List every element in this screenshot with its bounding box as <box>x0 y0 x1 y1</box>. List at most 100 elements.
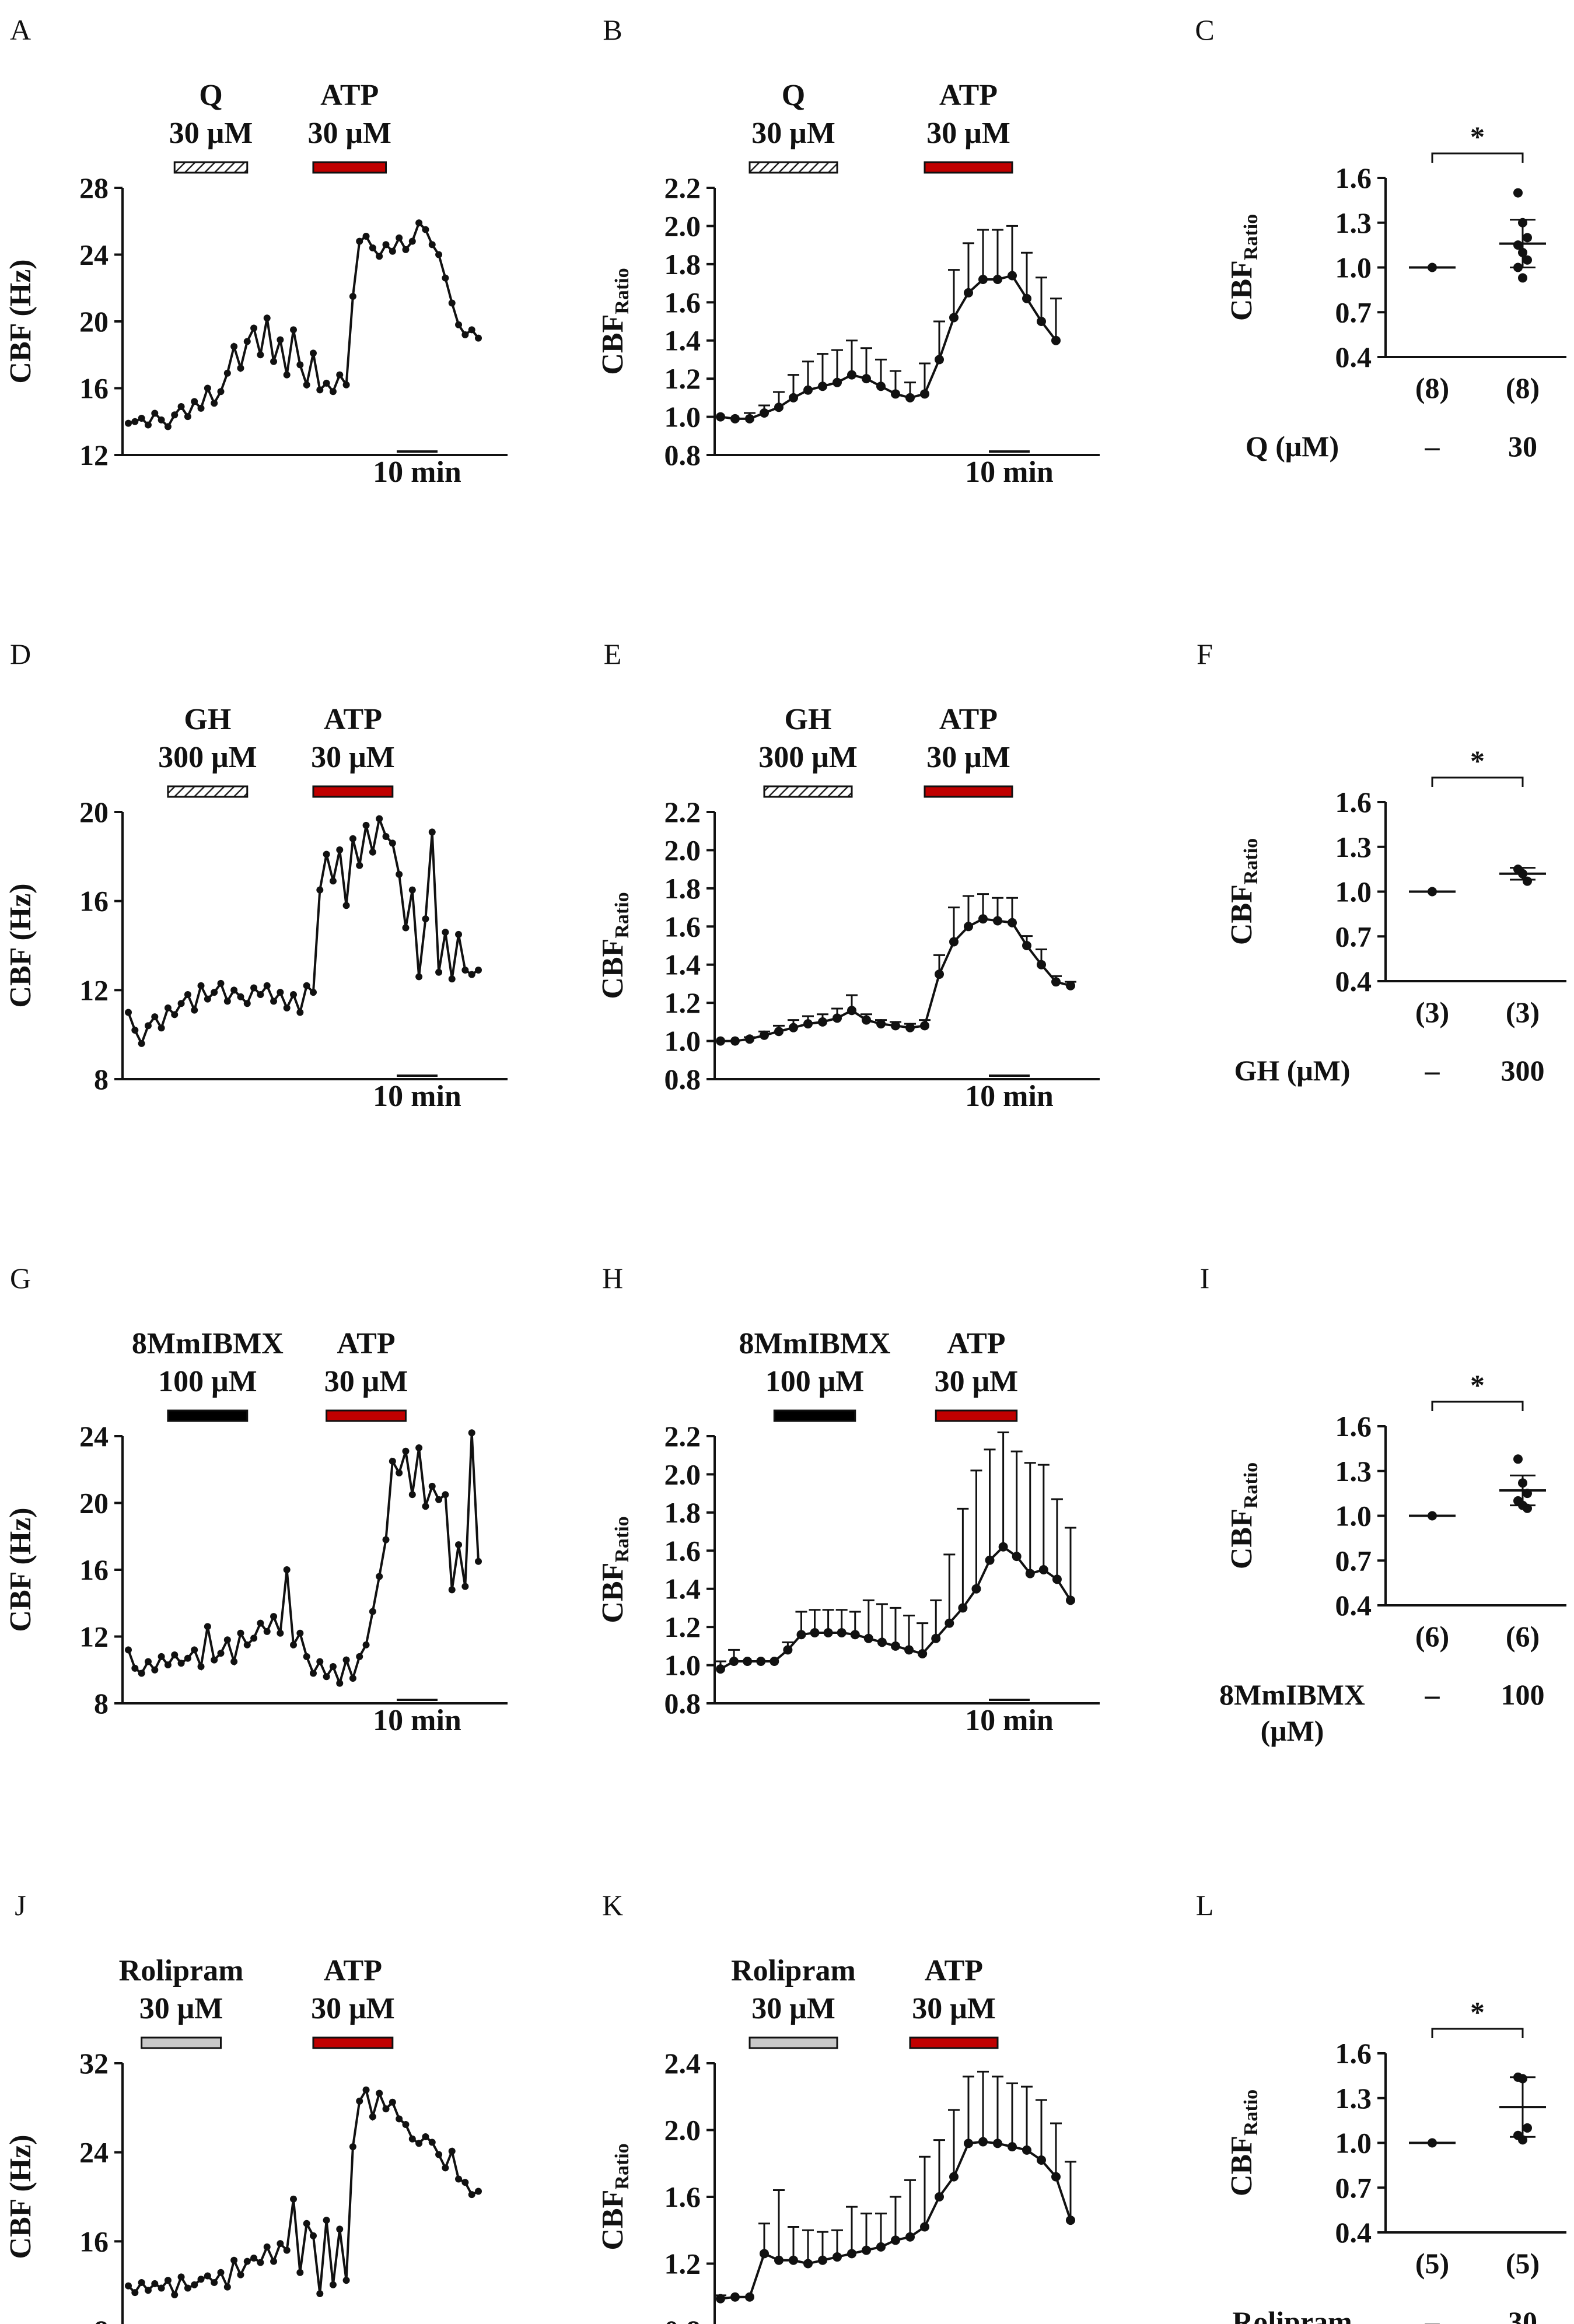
data-point <box>475 966 482 974</box>
y-tick-label: 8 <box>94 1687 109 1720</box>
treatment-name: Q <box>199 79 222 112</box>
panel-l: L 0.4 0.7 1.0 1.3 1.6 CBFRatio * (5) – (5) 30 Rolipr… <box>1196 1889 1566 2324</box>
y-tick-label: 1.0 <box>664 1025 701 1058</box>
data-point <box>184 991 191 998</box>
series-line <box>127 814 480 1046</box>
treatment-concentration: 30 μM <box>926 117 1010 150</box>
y-tick-label: 1.6 <box>664 910 701 943</box>
data-point <box>158 2284 165 2292</box>
data-point <box>415 219 423 227</box>
y-label-main: CBF <box>1225 884 1258 945</box>
y-tick-label: 1.3 <box>1335 206 1372 239</box>
data-point <box>356 1653 363 1660</box>
data-point <box>422 1503 429 1510</box>
y-label-main: CBF <box>596 1563 629 1623</box>
y-tick-label: 2.0 <box>664 1458 701 1490</box>
data-point <box>277 336 284 344</box>
data-point <box>949 313 959 323</box>
panel-i: I 0.4 0.7 1.0 1.3 1.6 CBFRatio * (6) – (6) 100 8MmIB… <box>1200 1262 1566 1747</box>
data-point <box>138 1670 145 1677</box>
sample-size-label: (6) <box>1506 1620 1540 1653</box>
data-point <box>862 2245 871 2255</box>
panel-c: C 0.4 0.7 1.0 1.3 1.6 CBFRatio * (8) – (8) 30 Q (μM) <box>1195 13 1566 463</box>
data-point <box>716 2294 725 2304</box>
y-tick-label: 32 <box>79 2047 109 2080</box>
series-line <box>720 274 1057 420</box>
y-tick-label: 0.4 <box>1335 2216 1372 2249</box>
data-point <box>1038 1565 1048 1574</box>
y-tick-label: 1.3 <box>1335 831 1372 863</box>
treatment-bar-atp <box>326 1409 407 1422</box>
data-point <box>296 1009 304 1016</box>
data-point <box>985 1555 995 1565</box>
data-point <box>362 821 370 829</box>
data-point <box>230 342 238 350</box>
data-point <box>158 1024 165 1032</box>
data-point <box>876 382 886 391</box>
data-point <box>461 966 469 974</box>
y-tick-label: 1.6 <box>1335 1410 1372 1443</box>
data-point <box>309 349 317 357</box>
panel-f: F 0.4 0.7 1.0 1.3 1.6 CBFRatio * (3) – (3) 300 GH (μ… <box>1197 638 1566 1087</box>
data-point <box>316 886 324 894</box>
data-point <box>243 2258 251 2265</box>
sample-size-label: (6) <box>1415 1620 1449 1653</box>
data-point <box>1513 1454 1523 1464</box>
treatment-bar-q <box>173 161 249 174</box>
data-point <box>204 995 211 1003</box>
data-point <box>191 1646 198 1654</box>
treatment-name: 8MmIBMX <box>739 1327 891 1360</box>
data-point <box>191 398 198 405</box>
data-point <box>316 2290 324 2298</box>
data-point <box>263 314 271 322</box>
data-point <box>349 835 356 842</box>
data-point <box>1012 1552 1022 1562</box>
data-point <box>329 2281 337 2288</box>
y-tick-label: 20 <box>79 1487 109 1520</box>
treatment-concentration: 100 μM <box>158 1365 257 1398</box>
data-point <box>389 839 396 847</box>
treatment-bar-atp <box>924 785 1013 798</box>
y-tick-label: 12 <box>79 1620 109 1653</box>
data-point <box>237 2271 244 2278</box>
data-point <box>863 1633 873 1643</box>
y-tick-label: 1.3 <box>1335 2082 1372 2115</box>
treatment-name: ATP <box>337 1327 395 1360</box>
significance-star: * <box>1470 1996 1485 2028</box>
data-point <box>402 246 410 253</box>
treatment-concentration: 30 μM <box>324 1365 408 1398</box>
data-point <box>408 237 416 245</box>
treatment-name: Rolipram <box>119 1954 244 1987</box>
y-tick-label: 20 <box>79 796 109 828</box>
row-label: 8MmIBMX (μM) <box>1219 1678 1365 1747</box>
data-point <box>862 1015 871 1025</box>
y-axis-label: CBFRatio <box>596 2143 633 2250</box>
data-point <box>171 1011 179 1019</box>
data-point <box>323 379 330 387</box>
row-label-line: (μM) <box>1261 1714 1324 1747</box>
y-tick-label: 1.0 <box>1335 1500 1372 1532</box>
y-tick-label: 0.8 <box>664 439 701 471</box>
y-tick-label: 16 <box>79 372 109 405</box>
y-tick-label: 24 <box>79 2136 109 2169</box>
data-point <box>1518 273 1527 283</box>
data-point <box>818 382 827 391</box>
treatment-concentration: 30 μM <box>311 741 395 774</box>
data-point <box>184 2284 191 2292</box>
y-tick-label: 1.2 <box>664 986 701 1019</box>
treatment-bar-8mmibmx <box>167 1409 249 1422</box>
data-point <box>223 1636 231 1644</box>
data-point <box>448 299 456 307</box>
data-point <box>1523 233 1532 243</box>
data-point <box>230 1658 238 1665</box>
y-tick-label: 0.7 <box>1335 2171 1372 2204</box>
data-point <box>250 1634 258 1642</box>
data-point <box>382 2105 390 2113</box>
treatment-bar-rolipram <box>748 2036 838 2049</box>
data-point <box>1022 941 1031 950</box>
data-point <box>211 1656 218 1664</box>
row-label-line: Q (μM) <box>1246 430 1339 463</box>
data-point <box>422 2133 429 2140</box>
data-point <box>217 2269 225 2276</box>
data-point <box>931 1633 941 1643</box>
